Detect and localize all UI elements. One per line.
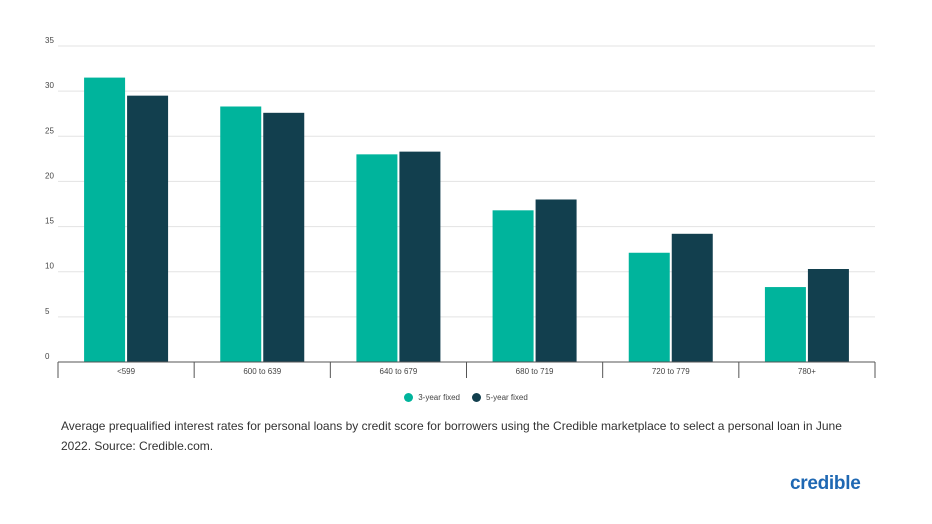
bar-3-year xyxy=(84,77,126,362)
y-axis-ticks: 0 5 10 15 20 25 30 35 xyxy=(45,36,54,361)
x-tick-label: 780+ xyxy=(798,367,816,376)
bar-5-year xyxy=(263,112,305,362)
legend: 3-year fixed 5-year fixed xyxy=(0,393,932,402)
gridlines xyxy=(58,45,875,318)
y-tick-label: 35 xyxy=(45,36,54,45)
bar-chart: 0 5 10 15 20 25 30 35 <599 600 to 639 640 to 679 6… xyxy=(45,36,876,378)
bar-5-year xyxy=(127,95,169,363)
bars xyxy=(84,77,849,363)
x-axis: <599 600 to 639 640 to 679 680 to 719 720 to… xyxy=(57,361,876,378)
bar-5-year xyxy=(671,233,713,362)
bar-5-year xyxy=(535,199,577,362)
chart-caption: Average prequalified interest rates for … xyxy=(61,419,842,453)
bar-3-year xyxy=(628,252,670,362)
legend-item-5-year: 5-year fixed xyxy=(472,393,528,402)
legend-label-3-year: 3-year fixed xyxy=(418,393,460,402)
legend-swatch-3-year xyxy=(404,393,414,402)
x-tick-label: 680 to 719 xyxy=(516,367,554,376)
y-tick-label: 15 xyxy=(45,217,54,226)
bar-5-year xyxy=(807,269,849,362)
legend-label-5-year: 5-year fixed xyxy=(486,393,528,402)
legend-swatch-5-year xyxy=(472,393,481,402)
bar-3-year xyxy=(220,106,262,363)
y-tick-label: 0 xyxy=(45,352,50,361)
x-tick-label: 640 to 679 xyxy=(380,367,418,376)
x-tick-label: 720 to 779 xyxy=(652,367,690,376)
y-tick-label: 20 xyxy=(45,171,54,180)
y-tick-label: 10 xyxy=(45,262,54,271)
y-tick-label: 25 xyxy=(45,126,54,135)
bar-5-year xyxy=(399,151,441,362)
x-tick-label: 600 to 639 xyxy=(243,367,281,376)
y-tick-label: 5 xyxy=(45,307,50,316)
y-tick-label: 30 xyxy=(45,81,54,90)
bar-3-year xyxy=(764,287,806,362)
x-tick-label: <599 xyxy=(117,367,136,376)
bar-3-year xyxy=(492,210,534,362)
bar-3-year xyxy=(356,154,398,362)
legend-item-3-year: 3-year fixed xyxy=(404,393,460,402)
brand-logo: credible xyxy=(790,473,861,494)
